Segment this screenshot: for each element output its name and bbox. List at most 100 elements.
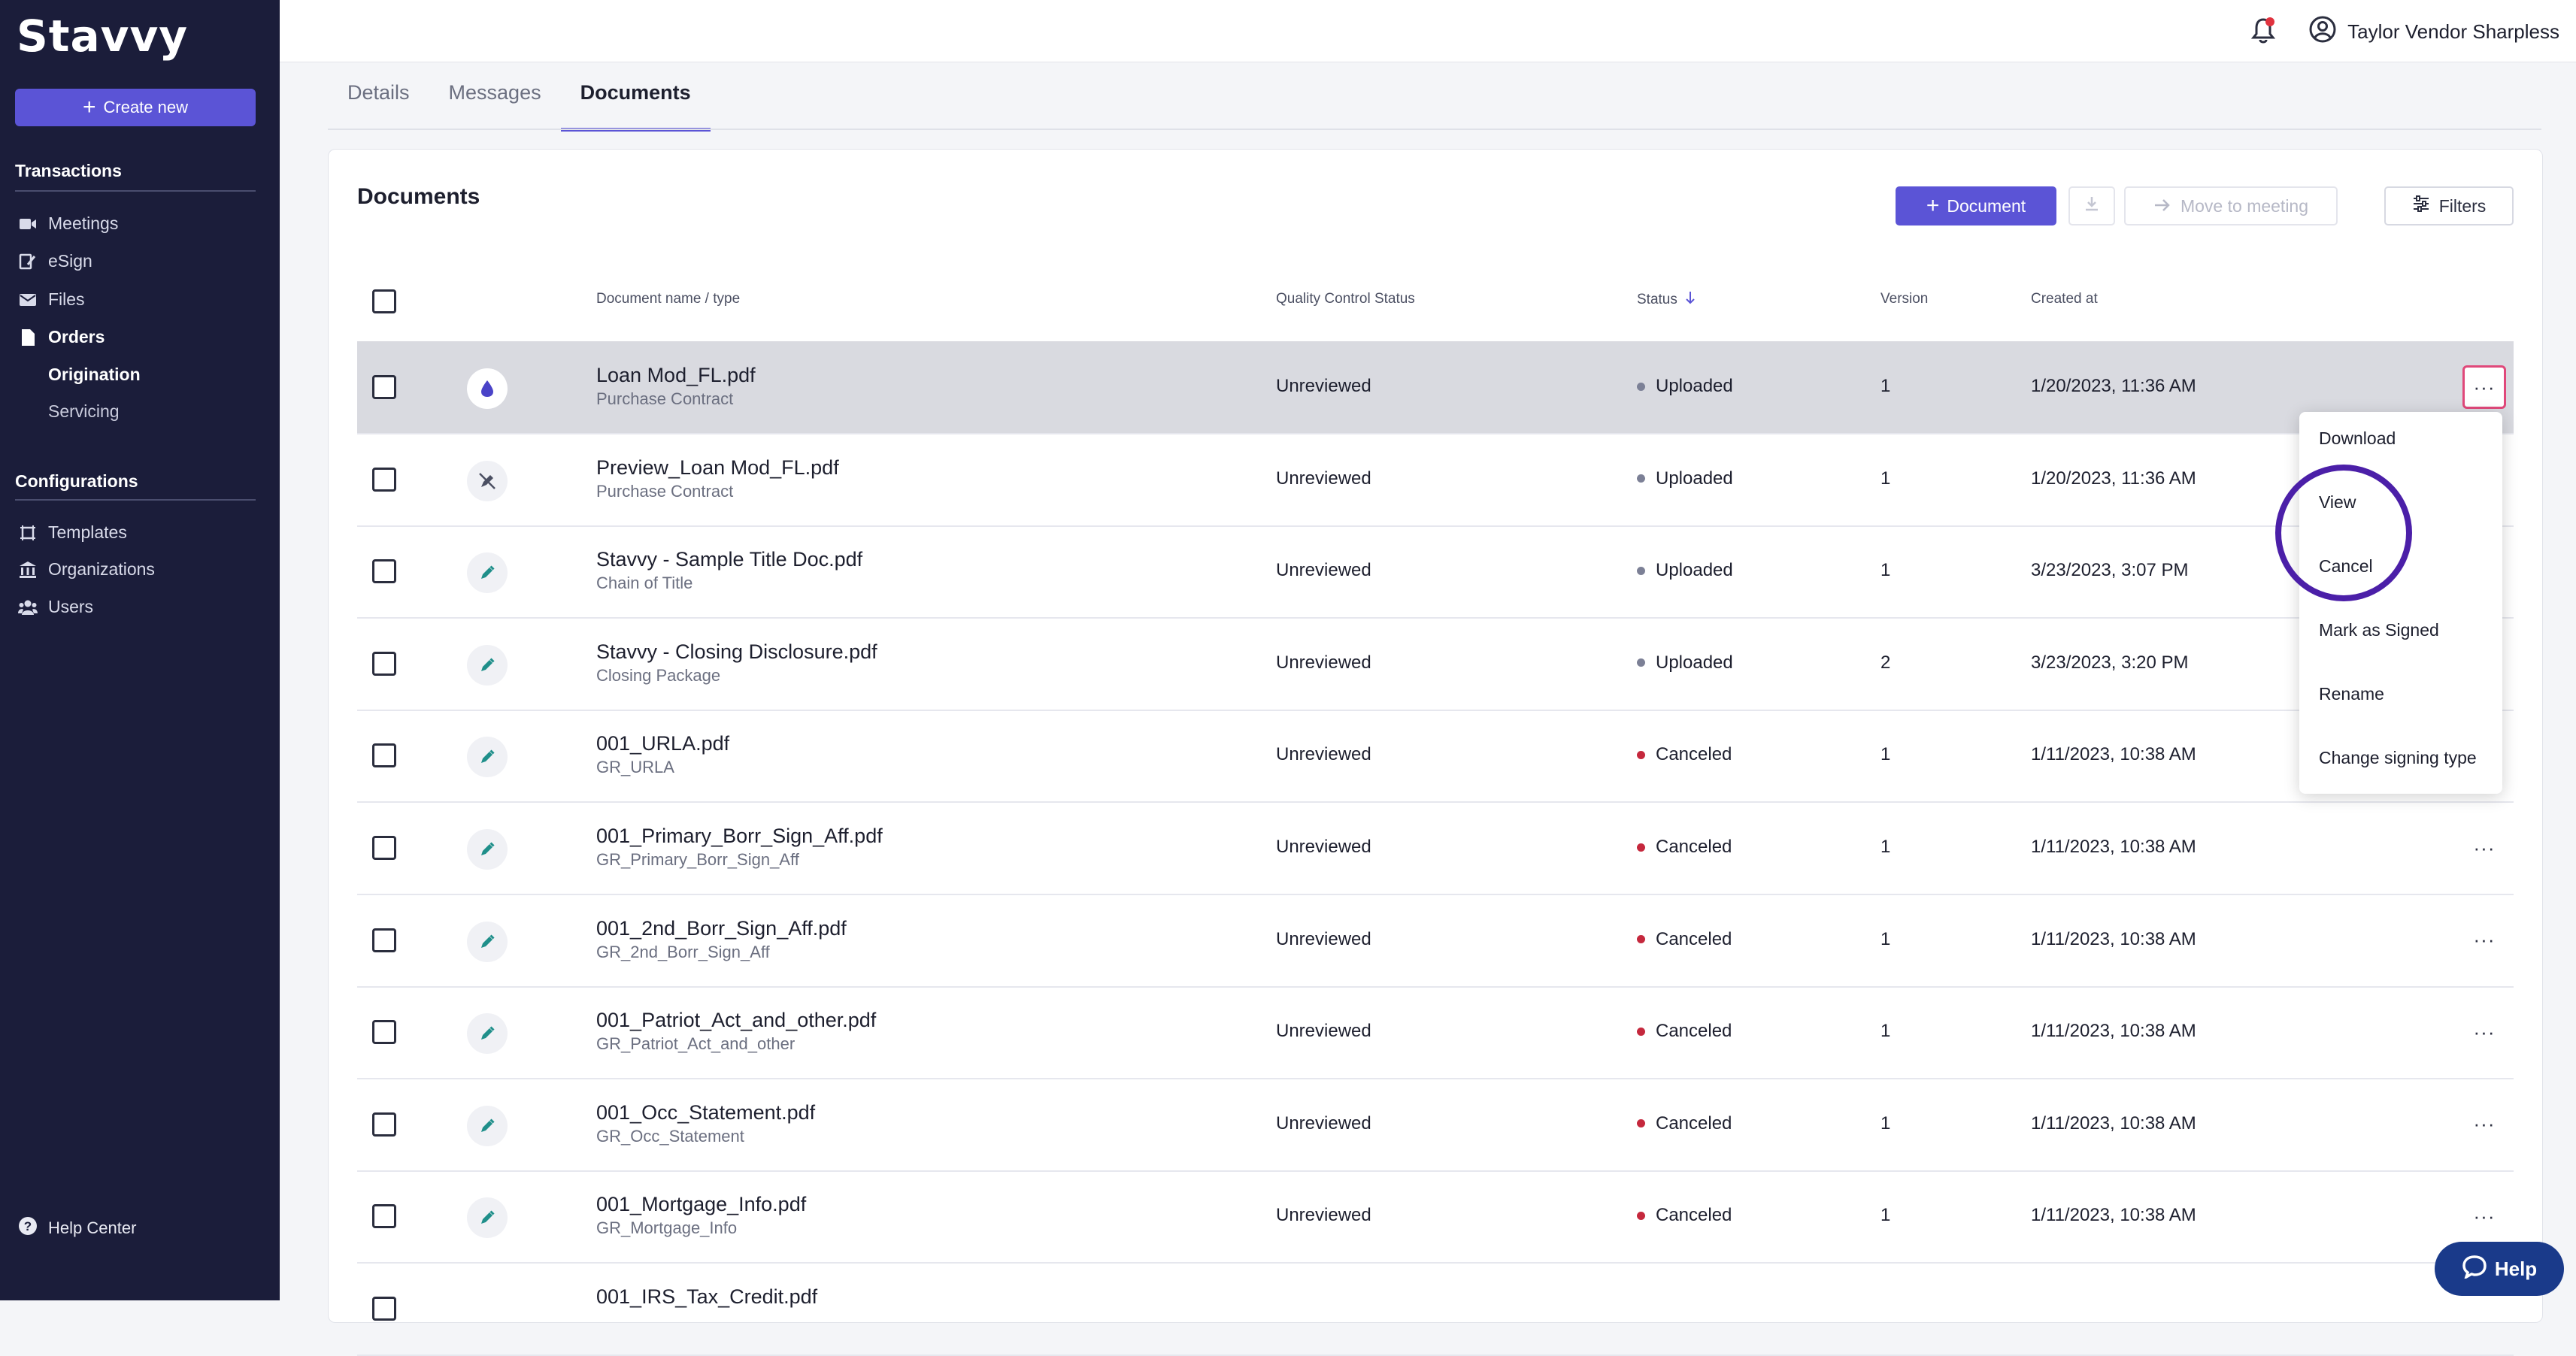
row-checkbox[interactable] [372, 375, 396, 399]
svg-text:?: ? [24, 1219, 32, 1233]
sidebar-item-organizations[interactable]: Organizations [18, 559, 155, 580]
more-actions-button[interactable]: ··· [2462, 919, 2506, 962]
status-label: Canceled [1656, 1021, 1732, 1042]
more-actions-button[interactable]: ··· [2462, 826, 2506, 870]
table-header: Document name / type Quality Control Sta… [357, 270, 2514, 330]
help-center-link[interactable]: ? Help Center [18, 1216, 136, 1240]
user-menu[interactable]: Taylor Vendor Sharpless [2308, 15, 2559, 49]
status-cell: Canceled [1637, 837, 1732, 858]
version-cell: 1 [1880, 376, 1891, 396]
sidebar-subitem-servicing[interactable]: Servicing [48, 401, 120, 421]
table-row[interactable]: Loan Mod_FL.pdf Purchase Contract Unreview… [357, 341, 2514, 434]
more-actions-button[interactable]: ··· [2462, 365, 2506, 409]
download-all-button[interactable] [2068, 186, 2115, 225]
sidebar-item-users[interactable]: Users [18, 597, 93, 617]
row-checkbox[interactable] [372, 1020, 396, 1045]
sidebar-item-orders[interactable]: Orders [18, 327, 105, 347]
document-name[interactable]: 001_Primary_Borr_Sign_Aff.pdf [596, 825, 883, 847]
sidebar-item-label: Orders [48, 327, 105, 347]
sidebar-item-label: Organizations [48, 559, 155, 579]
status-dot-icon [1637, 750, 1645, 759]
column-header-name[interactable]: Document name / type [596, 291, 741, 307]
user-name: Taylor Vendor Sharpless [2347, 20, 2559, 43]
sidebar-item-esign[interactable]: eSign [18, 251, 92, 271]
status-label: Uploaded [1656, 468, 1733, 489]
column-header-version[interactable]: Version [1880, 291, 1929, 307]
sidebar-subitem-origination[interactable]: Origination [48, 365, 141, 384]
row-checkbox[interactable] [372, 836, 396, 860]
created-at-cell: 1/20/2023, 11:36 AM [2031, 376, 2196, 396]
status-dot-icon [1637, 935, 1645, 944]
status-dot-icon [1637, 1027, 1645, 1036]
select-all-checkbox[interactable] [372, 289, 396, 313]
ellipsis-icon: ··· [2473, 928, 2496, 952]
tab-details[interactable]: Details [347, 81, 410, 104]
move-to-meeting-button[interactable]: Move to meeting [2124, 186, 2338, 225]
configurations-heading: Configurations [15, 471, 138, 491]
sidebar-item-files[interactable]: Files [18, 289, 85, 310]
notification-bell-icon[interactable] [2248, 15, 2278, 49]
document-name[interactable]: 001_Patriot_Act_and_other.pdf [596, 1009, 877, 1032]
row-checkbox[interactable] [372, 559, 396, 584]
status-cell: Uploaded [1637, 376, 1733, 397]
row-checkbox[interactable] [372, 1204, 396, 1229]
add-document-button[interactable]: + Document [1896, 186, 2056, 225]
top-bar: Taylor Vendor Sharpless [280, 0, 2576, 62]
status-label: Canceled [1656, 837, 1732, 857]
document-name[interactable]: 001_URLA.pdf [596, 732, 730, 755]
more-actions-button[interactable]: ··· [2462, 1103, 2506, 1146]
column-header-qc[interactable]: Quality Control Status [1276, 291, 1415, 307]
column-header-created[interactable]: Created at [2031, 291, 2098, 307]
ellipsis-icon: ··· [2473, 836, 2496, 859]
status-cell: Canceled [1637, 929, 1732, 950]
tab-messages[interactable]: Messages [448, 81, 541, 104]
row-checkbox[interactable] [372, 1112, 396, 1137]
table-row[interactable]: 001_Occ_Statement.pdf GR_Occ_Statement Unr… [357, 1079, 2514, 1172]
document-name[interactable]: 001_IRS_Tax_Credit.pdf [596, 1285, 818, 1308]
divider [15, 190, 256, 192]
menu-item-rename[interactable]: Rename [2319, 684, 2384, 704]
document-name[interactable]: Stavvy - Closing Disclosure.pdf [596, 640, 877, 663]
document-name[interactable]: 001_2nd_Borr_Sign_Aff.pdf [596, 916, 847, 940]
created-at-cell: 1/11/2023, 10:38 AM [2031, 744, 2196, 765]
filters-button[interactable]: Filters [2384, 186, 2514, 225]
qc-status: Unreviewed [1276, 928, 1371, 949]
sort-down-icon [1685, 291, 1696, 309]
row-checkbox[interactable] [372, 651, 396, 676]
plus-icon: + [1926, 193, 1940, 218]
sidebar-item-templates[interactable]: Templates [18, 522, 127, 543]
menu-item-mark-as-signed[interactable]: Mark as Signed [2319, 620, 2439, 640]
row-checkbox[interactable] [372, 467, 396, 492]
qc-status: Unreviewed [1276, 1112, 1371, 1134]
status-label: Uploaded [1656, 652, 1733, 673]
table-row[interactable]: 001_IRS_Tax_Credit.pdf [357, 1263, 2514, 1356]
column-header-status[interactable]: Status [1637, 291, 1696, 309]
menu-item-download[interactable]: Download [2319, 428, 2396, 448]
create-new-button[interactable]: + Create new [15, 89, 256, 126]
sidebar-item-meetings[interactable]: Meetings [18, 213, 118, 234]
row-checkbox[interactable] [372, 928, 396, 952]
document-name[interactable]: 001_Occ_Statement.pdf [596, 1100, 816, 1124]
more-actions-button[interactable]: ··· [2462, 1194, 2506, 1238]
more-actions-button[interactable]: ··· [2462, 1010, 2506, 1054]
table-row[interactable]: 001_URLA.pdf GR_URLA Unreviewed Canceled 1 1/… [357, 710, 2514, 804]
tab-documents[interactable]: Documents [560, 75, 711, 132]
help-chat-button[interactable]: Help [2435, 1242, 2564, 1296]
document-name[interactable]: Loan Mod_FL.pdf [596, 364, 756, 386]
table-row[interactable]: 001_Mortgage_Info.pdf GR_Mortgage_Info Unr… [357, 1170, 2514, 1264]
menu-item-change-signing-type[interactable]: Change signing type [2319, 748, 2477, 767]
document-name[interactable]: Stavvy - Sample Title Doc.pdf [596, 548, 863, 571]
stavvy-logo[interactable]: Stavvy [17, 11, 189, 62]
table-row[interactable]: Stavvy - Closing Disclosure.pdf Closing P… [357, 618, 2514, 711]
row-checkbox[interactable] [372, 743, 396, 768]
tab-bar: Details Messages Documents [328, 75, 711, 132]
help-center-label: Help Center [48, 1218, 137, 1237]
table-row[interactable]: 001_Patriot_Act_and_other.pdf GR_Patriot_… [357, 986, 2514, 1080]
document-name[interactable]: Preview_Loan Mod_FL.pdf [596, 456, 839, 479]
document-name[interactable]: 001_Mortgage_Info.pdf [596, 1193, 807, 1216]
table-row[interactable]: 001_2nd_Borr_Sign_Aff.pdf GR_2nd_Borr_Sig… [357, 894, 2514, 988]
table-row[interactable]: 001_Primary_Borr_Sign_Aff.pdf GR_Primary_… [357, 802, 2514, 895]
table-row[interactable]: Stavvy - Sample Title Doc.pdf Chain of Ti… [357, 525, 2514, 619]
table-row[interactable]: Preview_Loan Mod_FL.pdf Purchase Contract… [357, 434, 2514, 527]
qc-status: Unreviewed [1276, 1021, 1371, 1042]
